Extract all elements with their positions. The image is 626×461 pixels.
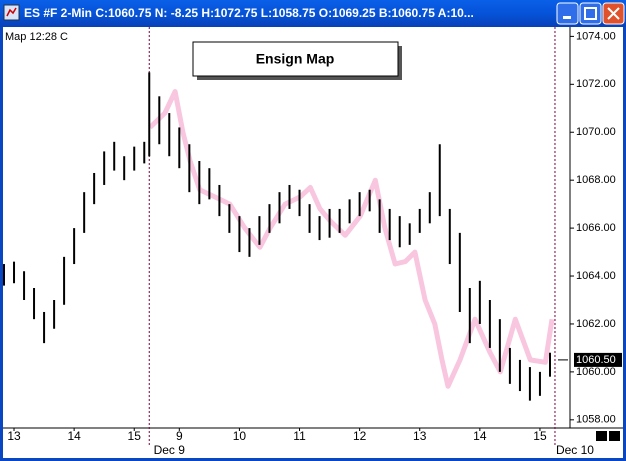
maximize-glyph	[584, 7, 597, 20]
y-tick-label: 1072.00	[576, 78, 616, 90]
title-bar	[0, 0, 626, 27]
y-tick-label: 1068.00	[576, 174, 616, 186]
x-tick-label: 11	[293, 429, 306, 443]
scroll-button[interactable]	[609, 431, 620, 441]
close-glyph	[607, 7, 620, 20]
x-tick-label: 13	[413, 429, 427, 443]
y-tick-label: 1060.00	[576, 366, 616, 378]
y-tick-label: 1070.00	[576, 126, 616, 138]
x-tick-label: 14	[67, 429, 81, 443]
chart-title: Ensign Map	[256, 51, 335, 67]
last-price-label: 1060.50	[576, 354, 616, 366]
x-tick-label: 15	[533, 429, 547, 443]
last-price-box	[574, 352, 622, 367]
x-tick-label: 10	[233, 429, 247, 443]
x-tick-label: 9	[176, 429, 183, 443]
y-tick-label: 1064.00	[576, 270, 616, 282]
minimize-button[interactable]	[556, 2, 579, 25]
x-tick-label: 13	[7, 429, 21, 443]
x-tick-label: 12	[353, 429, 367, 443]
y-tick-label: 1058.00	[576, 414, 616, 426]
date-label: Dec 10	[556, 443, 594, 457]
corner-label: Map 12:28 C	[5, 31, 68, 43]
window-title: ES #F 2-Min C:1060.75 N: -8.25 H:1072.75…	[24, 6, 474, 20]
scroll-button[interactable]	[596, 431, 607, 441]
minimize-glyph	[563, 16, 571, 19]
y-tick-label: 1074.00	[576, 30, 616, 42]
maximize-button[interactable]	[579, 2, 602, 25]
date-label: Dec 9	[154, 443, 186, 457]
y-tick-label: 1062.00	[576, 318, 616, 330]
x-tick-label: 14	[473, 429, 487, 443]
plot: 1058.00 1060.00 1062.00 1064.00 1066.00 1068.…	[2, 27, 622, 457]
app-icon-glyph	[6, 7, 17, 17]
title-box	[192, 41, 399, 77]
x-tick-label: 15	[128, 429, 142, 443]
y-tick-label: 1066.00	[576, 222, 616, 234]
